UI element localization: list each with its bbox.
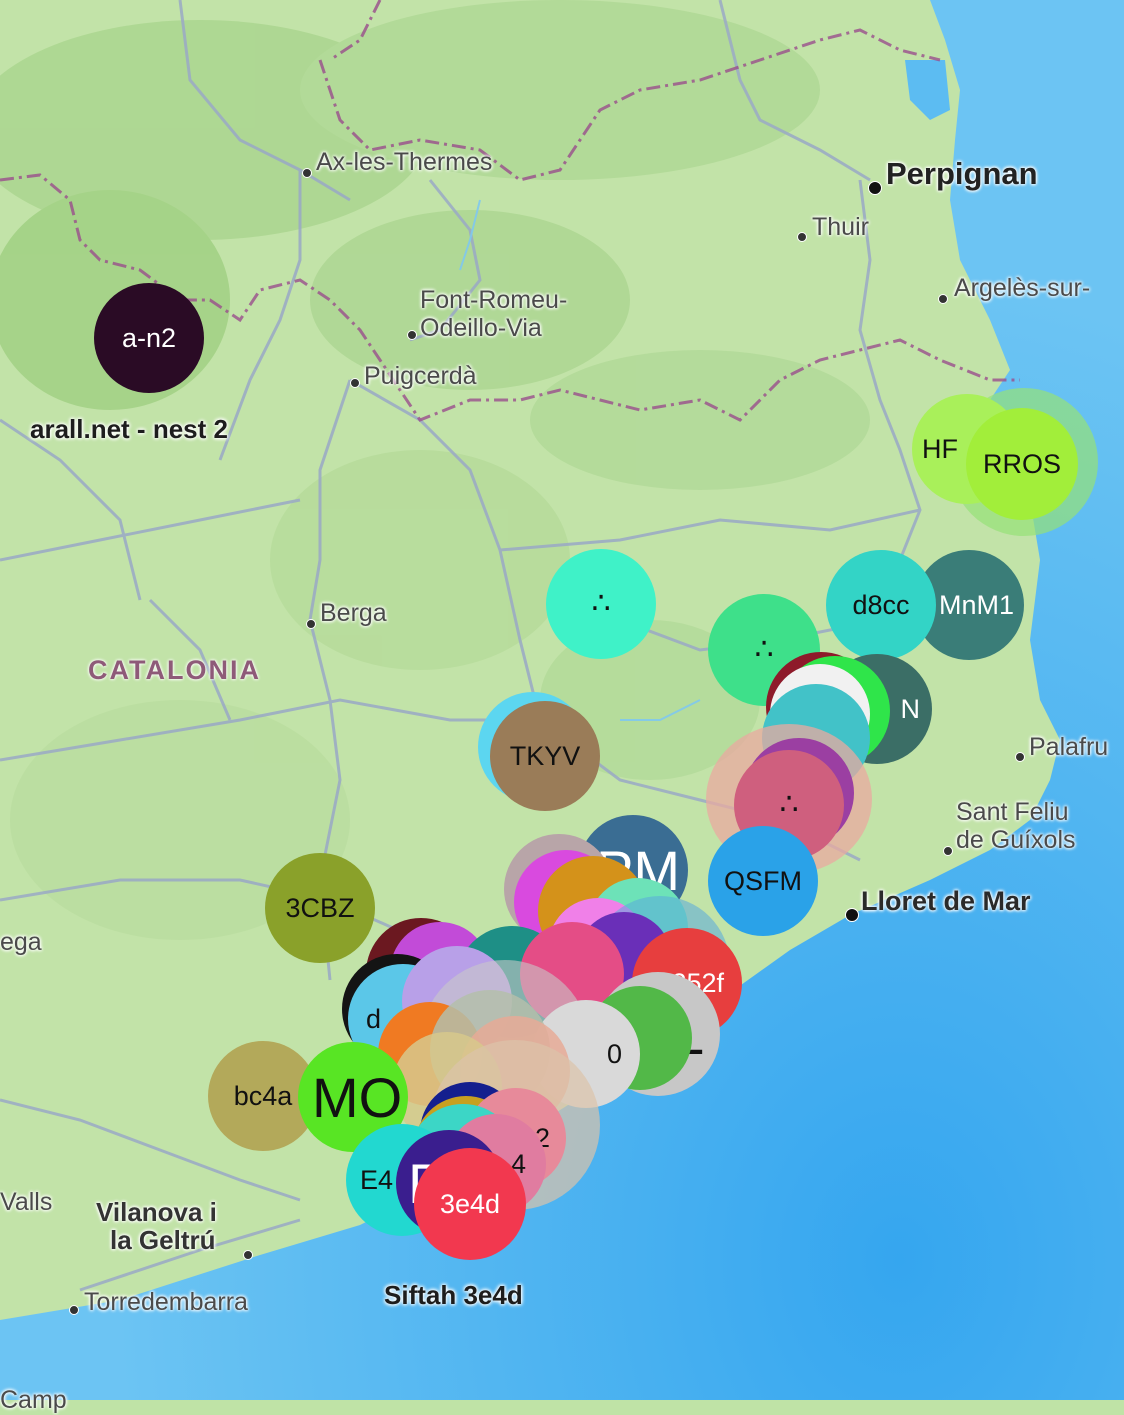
town-dot-sant-feliu (943, 846, 953, 856)
map-marker-rros[interactable]: RROS (966, 408, 1078, 520)
map-marker-3cbz[interactable]: 3CBZ (265, 853, 375, 963)
town-label-argeles[interactable]: Argelès-sur- (954, 274, 1091, 302)
marker-caption-3e4d: Siftah 3e4d (384, 1280, 523, 1310)
town-dot-vilanova (243, 1250, 253, 1260)
town-label-ax[interactable]: Ax-les-Thermes (316, 148, 493, 176)
town-dot-palafru (1015, 752, 1025, 762)
map-marker-cluster-teal[interactable]: ∴ (546, 549, 656, 659)
region-label: CATALONIA (88, 655, 261, 685)
town-dot-font-romeu (407, 330, 417, 340)
marker-caption-a-n2: arall.net - nest 2 (30, 414, 228, 444)
town-label-valls[interactable]: Valls (0, 1188, 53, 1216)
map-marker-tkyv[interactable]: TKYV (490, 701, 600, 811)
town-dot-puigcerda (350, 378, 360, 388)
lagoon (905, 60, 950, 120)
map-marker-3e4d[interactable]: 3e4d (414, 1148, 526, 1260)
town-dot-thuir (797, 232, 807, 242)
borders (0, 0, 1020, 422)
town-label-sant-feliu-line2: de Guíxols (956, 826, 1076, 854)
town-label-puigcerda[interactable]: Puigcerdà (364, 362, 477, 390)
town-label-font-romeu-line1: Font-Romeu- (420, 286, 568, 314)
town-label-font-romeu[interactable]: Font-Romeu- Odeillo-Via (420, 286, 567, 342)
town-label-torredembarra[interactable]: Torredembarra (84, 1288, 248, 1316)
rivers (459, 199, 701, 721)
town-label-lloret[interactable]: Lloret de Mar (861, 886, 1031, 916)
town-label-palafru[interactable]: Palafru (1029, 733, 1109, 761)
town-label-sant-feliu[interactable]: Sant Feliu de Guíxols (956, 798, 1076, 854)
map-marker-d8cc[interactable]: d8cc (826, 550, 936, 660)
town-dot-perpignan (868, 181, 882, 195)
map-marker-a-n2[interactable]: a-n2 (94, 283, 204, 393)
map-marker-mo[interactable]: MO (298, 1042, 408, 1152)
town-label-thuir[interactable]: Thuir (812, 213, 869, 241)
town-label-perpignan[interactable]: Perpignan (886, 156, 1038, 191)
map-marker-qsfm[interactable]: QSFM (708, 826, 818, 936)
town-dot-lloret (845, 908, 859, 922)
town-label-font-romeu-line2: Odeillo-Via (420, 314, 542, 342)
town-label-sant-feliu-line1: Sant Feliu (956, 798, 1069, 826)
town-label-berga[interactable]: Berga (320, 599, 387, 627)
town-label-camp[interactable]: Camp (0, 1386, 67, 1414)
town-label-vilanova[interactable]: Vilanova i la Geltrú (96, 1198, 217, 1254)
town-dot-torredembarra (69, 1305, 79, 1315)
roads (0, 0, 961, 1292)
town-dot-berga (306, 619, 316, 629)
town-label-vilanova-line1: Vilanova i (96, 1197, 217, 1227)
town-label-ega[interactable]: ega (0, 928, 42, 956)
town-dot-ax (302, 168, 312, 178)
town-label-vilanova-line2: la Geltrú (110, 1225, 216, 1255)
town-dot-argeles (938, 294, 948, 304)
